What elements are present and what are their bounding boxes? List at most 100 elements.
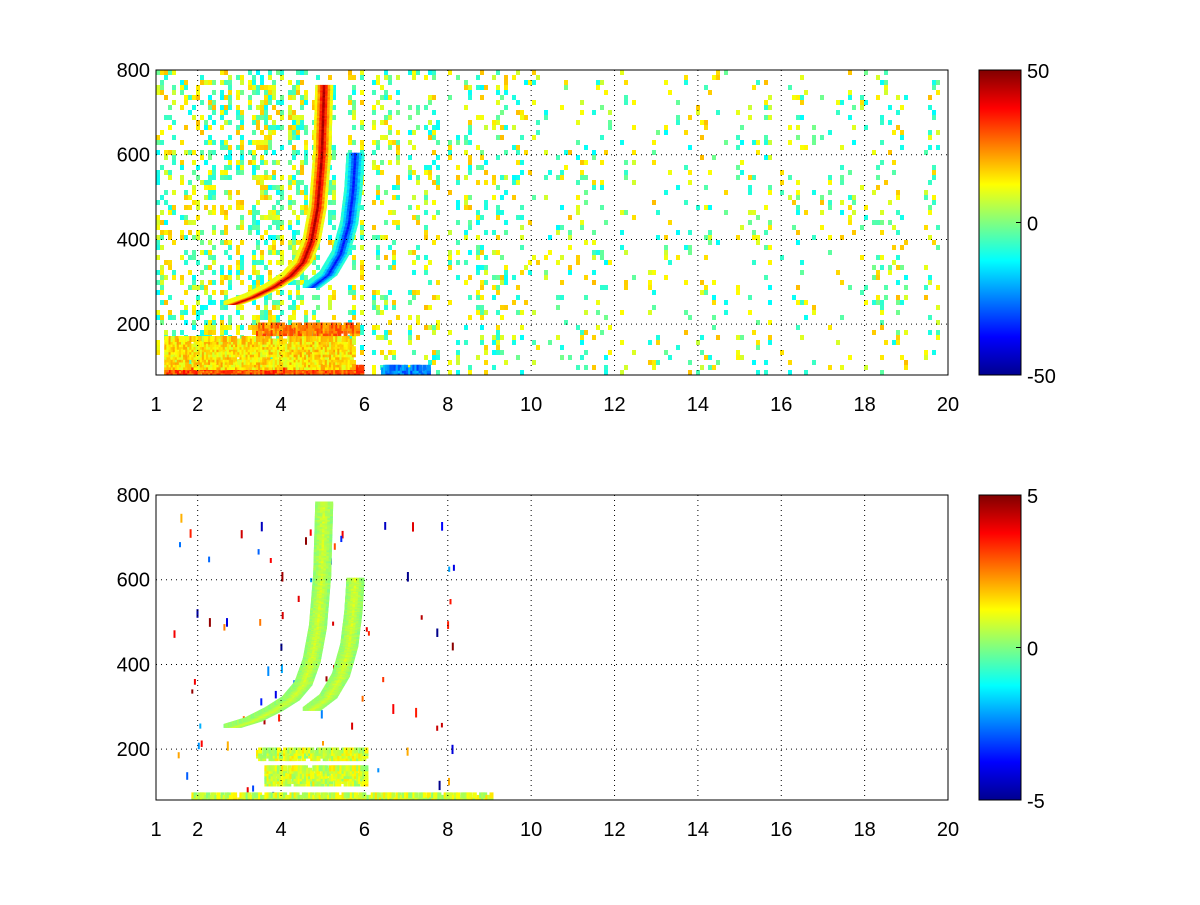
heatmap-cell — [212, 315, 216, 320]
heatmap-cell — [388, 130, 392, 135]
heatmap-cell — [428, 360, 432, 365]
heatmap-cell — [208, 105, 212, 110]
heatmap-cell — [236, 75, 240, 80]
heatmap-cell — [268, 210, 272, 215]
heatmap-cell — [240, 280, 244, 285]
heatmap-cell — [456, 165, 460, 170]
heatmap-cell — [468, 90, 472, 95]
heatmap-cell — [580, 335, 584, 340]
heatmap-cell — [504, 360, 508, 365]
heatmap-cell — [600, 285, 604, 290]
heatmap-cell — [576, 365, 580, 370]
heatmap-cell — [210, 356, 215, 363]
heatmap-cell — [316, 295, 320, 300]
heatmap-cell — [260, 155, 264, 160]
heatmap-cell — [193, 336, 198, 342]
heatmap-cell — [260, 315, 264, 320]
heatmap-cell — [412, 270, 416, 275]
heatmap-cell — [880, 320, 884, 325]
heatmap-cell — [408, 290, 412, 295]
heatmap-cell — [166, 341, 171, 348]
heatmap-cell — [228, 343, 233, 350]
heatmap-cell — [160, 315, 164, 320]
heatmap-cell — [504, 150, 508, 155]
heatmap-cell — [260, 275, 264, 280]
heatmap-cell — [456, 200, 460, 205]
heatmap-cell — [788, 85, 792, 90]
heatmap-cell — [500, 350, 504, 355]
heatmap-cell — [264, 295, 268, 300]
heatmap-cell — [224, 155, 228, 160]
heatmap-cell — [252, 130, 256, 135]
heatmap-cell — [880, 255, 884, 260]
heatmap-cell — [236, 260, 240, 265]
heatmap-cell — [164, 260, 168, 265]
heatmap-cell — [332, 190, 336, 195]
heatmap-cell — [796, 240, 800, 245]
heatmap-cell — [172, 356, 177, 363]
heatmap-cell — [352, 290, 356, 295]
heatmap-cell — [200, 115, 204, 120]
heatmap-cell — [576, 140, 580, 145]
heatmap-cell — [408, 165, 412, 170]
heatmap-cell — [528, 270, 532, 275]
heatmap-cell — [492, 335, 496, 340]
heatmap-cell — [704, 85, 708, 90]
heatmap-cell — [304, 145, 308, 150]
heatmap-cell — [188, 255, 192, 260]
heatmap-cell — [220, 205, 224, 210]
heatmap-cell — [228, 90, 232, 95]
heatmap-cell — [287, 343, 292, 350]
heatmap-cell — [764, 100, 768, 105]
heatmap-cell — [448, 370, 452, 375]
heatmap-cell — [632, 150, 636, 155]
heatmap-cell — [468, 165, 472, 170]
heatmap-cell — [196, 230, 200, 235]
heatmap-cell — [328, 220, 332, 225]
heatmap-cell — [183, 343, 188, 350]
heatmap-cell — [332, 95, 336, 100]
heatmap-cell — [880, 325, 884, 330]
heatmap-cell — [204, 180, 208, 185]
heatmap-cell — [380, 350, 384, 355]
heatmap-cell — [536, 260, 540, 265]
heatmap-cell — [192, 150, 196, 155]
heatmap-cell — [339, 358, 344, 365]
heatmap-cell — [224, 240, 228, 245]
heatmap-cell — [740, 355, 744, 360]
heatmap-cell — [700, 135, 704, 140]
heatmap-cell — [348, 150, 352, 155]
heatmap-cell — [228, 369, 233, 375]
heatmap-cell — [332, 200, 336, 205]
heatmap-cell — [196, 125, 200, 130]
heatmap-cell — [900, 105, 904, 110]
heatmap-cell — [200, 75, 204, 80]
heatmap-cell — [193, 369, 198, 375]
heatmap-cell — [352, 265, 356, 270]
heatmap-cell — [208, 300, 212, 305]
heatmap-cell — [804, 370, 808, 375]
heatmap-cell — [840, 180, 844, 185]
heatmap-cell — [748, 210, 752, 215]
heatmap-cell — [412, 350, 416, 355]
heatmap-cell — [520, 310, 524, 315]
heatmap-cell — [480, 340, 484, 345]
heatmap-cell — [260, 336, 265, 342]
heatmap-cell — [448, 190, 452, 195]
heatmap-cell — [204, 160, 208, 165]
heatmap-cell — [604, 315, 608, 320]
heatmap-cell — [736, 290, 740, 295]
heatmap-cell — [288, 125, 292, 130]
heatmap-cell — [208, 170, 212, 175]
heatmap-cell — [208, 364, 213, 370]
heatmap-cell — [396, 155, 400, 160]
heatmap-cell — [200, 310, 204, 315]
heatmap-cell — [580, 220, 584, 225]
heatmap-cell — [188, 195, 192, 200]
heatmap-cell — [568, 245, 572, 250]
heatmap-cell — [788, 360, 792, 365]
heatmap-cell — [276, 100, 280, 105]
heatmap-cell — [184, 235, 188, 240]
heatmap-cell — [496, 135, 500, 140]
heatmap-cell — [332, 90, 336, 95]
